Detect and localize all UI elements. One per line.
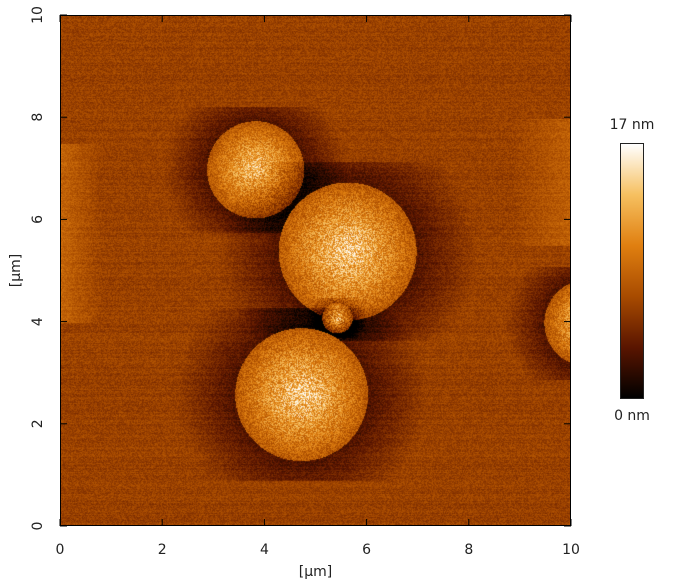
- x-tick-label: 0: [56, 542, 65, 558]
- x-tick-label: 4: [260, 542, 269, 558]
- y-axis-label: [µm]: [8, 254, 24, 287]
- x-tick-label: 8: [464, 542, 473, 558]
- height-map-image: [61, 16, 570, 525]
- colorbar-max-label: 17 nm: [609, 117, 655, 133]
- y-tick-label: 6: [30, 215, 46, 224]
- colorbar: [620, 143, 644, 399]
- colorbar-min-label: 0 nm: [614, 408, 650, 424]
- x-tick-label: 6: [362, 542, 371, 558]
- y-tick-label: 2: [30, 419, 46, 428]
- y-tick-label: 0: [30, 522, 46, 531]
- y-tick-label: 8: [30, 113, 46, 122]
- y-tick-label: 4: [30, 317, 46, 326]
- afm-height-map: [60, 15, 571, 526]
- x-tick-label: 2: [158, 542, 167, 558]
- x-axis-label: [µm]: [299, 564, 332, 580]
- x-tick-label: 10: [562, 542, 580, 558]
- y-tick-label: 10: [30, 6, 46, 24]
